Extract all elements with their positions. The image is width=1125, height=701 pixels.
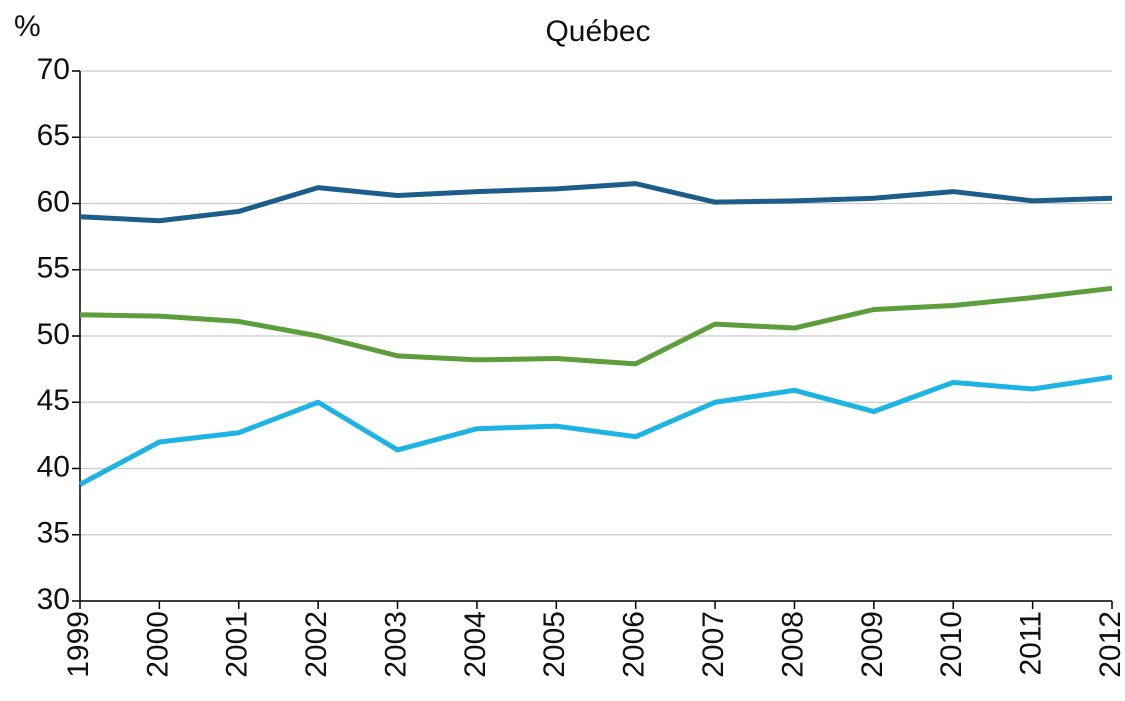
x-tick-label: 2008 — [776, 611, 809, 678]
x-tick-label: 2012 — [1094, 611, 1125, 678]
y-tick-label: 70 — [37, 53, 70, 86]
x-tick-label: 2007 — [697, 611, 730, 678]
x-tick-label: 2005 — [538, 611, 571, 678]
chart-title: Québec — [545, 15, 650, 48]
x-tick-label: 2000 — [141, 611, 174, 678]
x-tick-label: 2006 — [618, 611, 651, 678]
y-axis-label: % — [14, 10, 41, 43]
x-tick-label: 2002 — [300, 611, 333, 678]
y-tick-label: 65 — [37, 119, 70, 152]
series-line — [79, 181, 1113, 224]
y-tick-label: 35 — [37, 517, 70, 550]
x-tick-label: 2010 — [935, 611, 968, 678]
x-tick-label: 2011 — [1015, 611, 1048, 676]
series-line — [79, 285, 1113, 367]
x-tick-label: 2004 — [459, 611, 492, 678]
y-tick-label: 50 — [37, 318, 70, 351]
x-tick-label: 2009 — [856, 611, 889, 678]
y-tick-label: 30 — [37, 583, 70, 616]
y-tick-label: 60 — [37, 185, 70, 218]
x-tick-label: 2001 — [221, 611, 254, 678]
x-tick-label: 1999 — [62, 611, 95, 678]
y-tick-label: 40 — [37, 450, 70, 483]
x-tick-label: 2003 — [379, 611, 412, 678]
y-tick-label: 55 — [37, 252, 70, 285]
series-line — [78, 374, 1113, 487]
y-tick-label: 45 — [37, 384, 70, 417]
